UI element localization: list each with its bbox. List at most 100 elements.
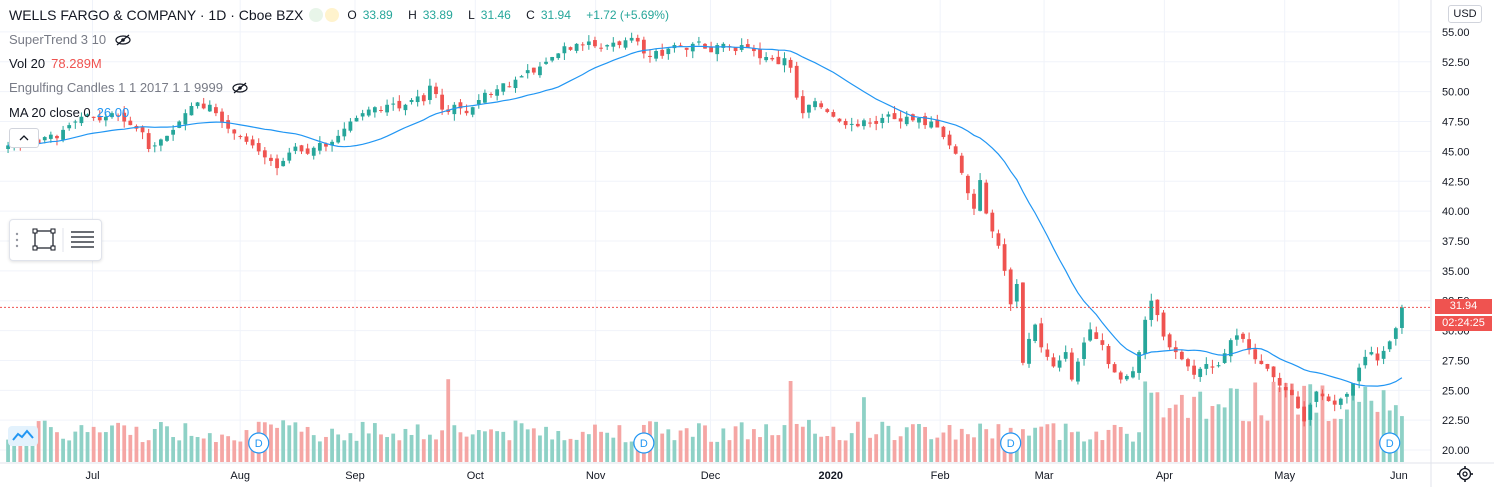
volume-bar xyxy=(189,435,194,462)
candle-body xyxy=(1259,360,1264,365)
delay-icon xyxy=(325,8,340,22)
indicator-value: 78.289M xyxy=(51,56,102,71)
candle-body xyxy=(507,86,512,88)
tradingview-logo-icon[interactable] xyxy=(8,426,38,446)
indicator-engulfing[interactable]: Engulfing Candles 1 1 2017 1 1 9999 xyxy=(9,80,249,95)
volume-bar xyxy=(305,426,310,462)
volume-bar xyxy=(758,437,762,462)
collapse-legend-button[interactable] xyxy=(9,128,39,148)
volume-bar xyxy=(177,440,182,462)
indicator-supertrend[interactable]: SuperTrend 3 10 xyxy=(9,32,132,47)
time-tick-label: Aug xyxy=(230,470,250,482)
volume-bar xyxy=(293,422,298,462)
volume-bar xyxy=(1186,417,1190,462)
symbol-title[interactable]: WELLS FARGO & COMPANY · 1D · Cboe BZX xyxy=(9,7,304,23)
candle-body xyxy=(73,121,78,123)
time-tick-label: Sep xyxy=(345,470,365,482)
volume-bar xyxy=(1112,424,1117,462)
settings-lines-icon[interactable] xyxy=(71,231,94,248)
close-label: C xyxy=(526,8,535,22)
hidden-eye-icon[interactable] xyxy=(231,82,249,94)
candle-body xyxy=(146,133,151,149)
volume-bar xyxy=(1106,429,1111,462)
candle-body xyxy=(978,180,983,211)
high-value: 33.89 xyxy=(422,8,453,22)
volume-bar xyxy=(1326,421,1331,462)
candle-body xyxy=(311,147,316,156)
candle-body xyxy=(519,76,524,78)
volume-bar xyxy=(470,434,475,462)
candle-body xyxy=(1204,364,1209,369)
currency-button[interactable]: USD xyxy=(1448,5,1482,23)
volume-bar xyxy=(1393,405,1398,462)
candle-body xyxy=(67,125,72,129)
volume-bar xyxy=(837,440,842,462)
volume-bar xyxy=(782,425,787,462)
volume-bar xyxy=(116,422,120,462)
candle-body xyxy=(1131,371,1135,378)
dividend-marker[interactable]: D xyxy=(1000,432,1022,454)
candle-body xyxy=(434,86,438,95)
candle-body xyxy=(91,116,96,118)
candle-body xyxy=(825,109,830,112)
indicator-ma[interactable]: MA 20 close 0 26.00 xyxy=(9,105,129,120)
volume-bar xyxy=(1161,417,1166,462)
volume-bar xyxy=(1094,431,1099,462)
volume-bar xyxy=(1228,388,1233,462)
volume-bar xyxy=(146,440,151,462)
time-tick-label: Jul xyxy=(85,470,99,482)
volume-bar xyxy=(287,425,292,462)
candle-body xyxy=(177,121,182,128)
candle-body xyxy=(1118,372,1123,380)
candle-body xyxy=(721,43,726,48)
volume-bar xyxy=(201,438,206,462)
indicator-volume[interactable]: Vol 20 78.289M xyxy=(9,56,102,71)
dividend-marker[interactable]: D xyxy=(1379,432,1401,454)
dividend-marker[interactable]: D xyxy=(248,432,270,454)
candle-body xyxy=(1345,393,1349,397)
volume-bar xyxy=(629,441,634,462)
volume-bar xyxy=(1143,381,1148,462)
price-tick-label: 35.00 xyxy=(1442,266,1470,278)
candle-body xyxy=(97,117,102,121)
volume-bar xyxy=(947,425,952,462)
gear-icon[interactable] xyxy=(1456,465,1474,483)
time-axis[interactable]: Jul Aug Sep Oct Nov Dec 2020 Feb Mar Apr May Jun xyxy=(85,470,1407,482)
candle-body xyxy=(489,93,493,95)
candle-body xyxy=(403,104,408,111)
candle-body xyxy=(1222,353,1227,363)
candle-body xyxy=(965,175,970,194)
volume-bar xyxy=(953,439,958,462)
volume-bar xyxy=(770,435,775,462)
volume-bar xyxy=(1088,439,1093,462)
candle-body xyxy=(299,145,304,152)
candle-body xyxy=(250,139,255,146)
volume-bar xyxy=(152,428,157,462)
volume-bar xyxy=(501,431,506,462)
volume-bar xyxy=(1149,392,1154,462)
volume-bar xyxy=(391,433,396,462)
drawing-toolbox[interactable] xyxy=(9,219,102,261)
volume-bar xyxy=(122,425,127,462)
volume-bar xyxy=(1173,404,1178,462)
hidden-eye-icon[interactable] xyxy=(114,34,132,46)
candle-body xyxy=(935,119,940,128)
candle-body xyxy=(458,102,463,109)
volume-bar xyxy=(715,441,720,462)
volume-bar xyxy=(12,440,17,462)
candle-body xyxy=(207,104,212,112)
drag-handle-icon[interactable] xyxy=(15,232,19,248)
candle-body xyxy=(556,53,561,59)
dividend-marker[interactable]: D xyxy=(633,432,655,454)
volume-bar xyxy=(1204,418,1209,462)
candle-body xyxy=(452,104,457,115)
rectangle-tool-icon[interactable] xyxy=(32,228,56,251)
candle-body xyxy=(580,44,585,46)
volume-bar xyxy=(1057,439,1062,462)
volume-bars xyxy=(6,379,1404,462)
volume-bar xyxy=(611,437,616,462)
candle-body xyxy=(79,116,84,124)
candle-body xyxy=(1332,400,1337,405)
